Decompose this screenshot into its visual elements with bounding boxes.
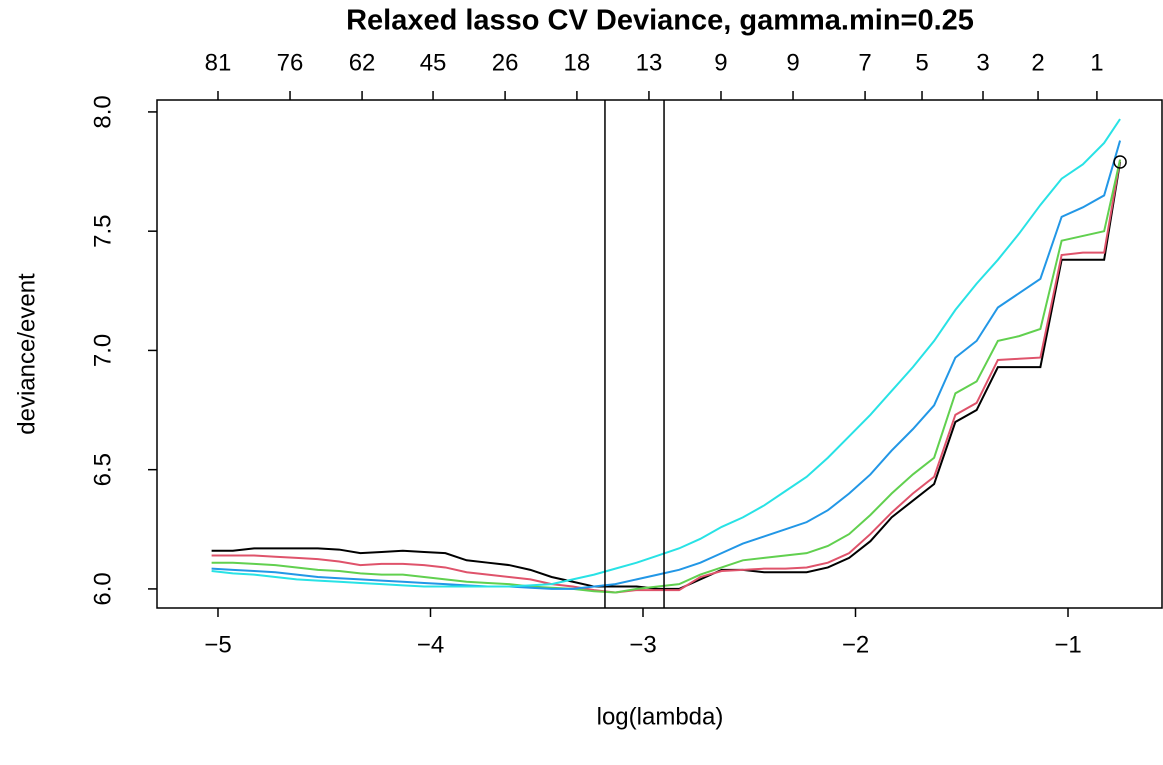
min-marker xyxy=(1113,155,1127,169)
top-tick-label: 2 xyxy=(1031,49,1044,76)
top-tick-label: 76 xyxy=(277,49,304,76)
x-axis-label: log(lambda) xyxy=(597,703,724,730)
top-tick-label: 45 xyxy=(420,49,447,76)
top-tick-label: 7 xyxy=(858,49,871,76)
top-tick-label: 81 xyxy=(205,49,232,76)
x-tick-label: −1 xyxy=(1054,631,1081,658)
y-tick-label: 6.0 xyxy=(89,572,116,605)
top-tick-label: 9 xyxy=(714,49,727,76)
top-tick-label: 3 xyxy=(976,49,989,76)
series-line xyxy=(211,159,1122,594)
top-tick-label: 62 xyxy=(349,49,376,76)
y-tick-label: 7.0 xyxy=(89,334,116,367)
x-tick-label: −2 xyxy=(842,631,869,658)
y-tick-label: 7.5 xyxy=(89,214,116,247)
series-line xyxy=(211,159,1122,594)
y-axis-label: deviance/event xyxy=(13,273,40,435)
top-tick-label: 5 xyxy=(915,49,928,76)
top-tick-label: 13 xyxy=(636,49,663,76)
plot-frame xyxy=(156,99,1163,609)
y-tick-label: 6.5 xyxy=(89,453,116,486)
x-tick-label: −4 xyxy=(417,631,444,658)
series-line xyxy=(211,118,1121,588)
x-tick-label: −3 xyxy=(629,631,656,658)
chart-title: Relaxed lasso CV Deviance, gamma.min=0.2… xyxy=(346,5,974,37)
top-tick-label: 18 xyxy=(564,49,591,76)
series-line xyxy=(211,140,1122,590)
y-tick-label: 8.0 xyxy=(89,95,116,128)
x-tick-label: −5 xyxy=(204,631,231,658)
series-line xyxy=(211,161,1122,590)
top-tick-label: 1 xyxy=(1090,49,1103,76)
top-tick-label: 9 xyxy=(786,49,799,76)
top-tick-label: 26 xyxy=(492,49,519,76)
